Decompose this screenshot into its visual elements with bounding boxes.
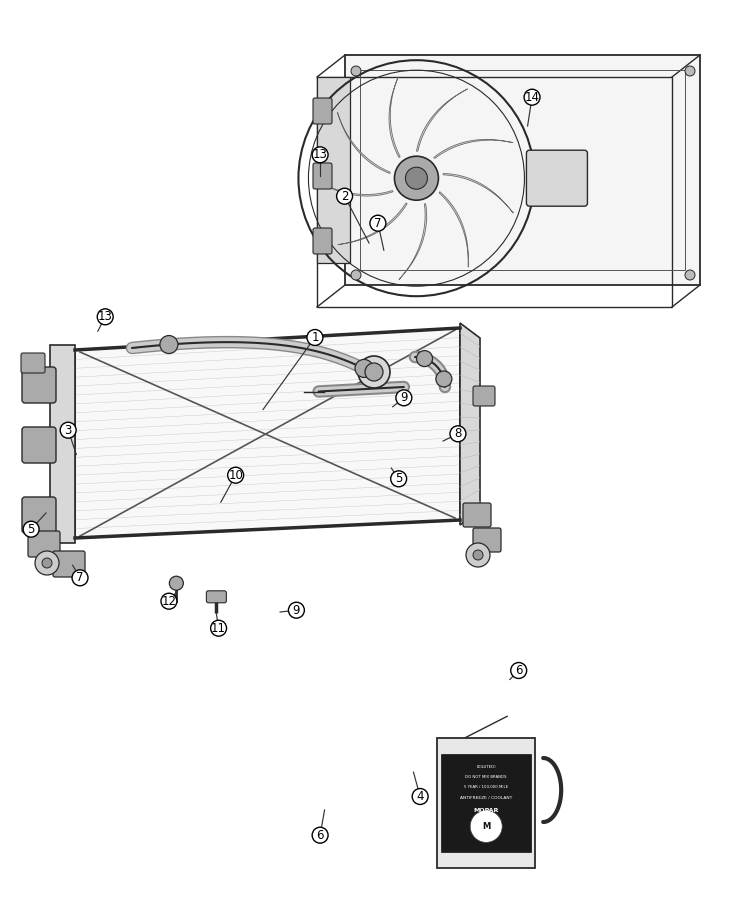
Circle shape bbox=[42, 558, 52, 568]
Polygon shape bbox=[337, 112, 390, 174]
Polygon shape bbox=[433, 140, 513, 158]
Text: 13: 13 bbox=[98, 310, 113, 323]
Text: 3: 3 bbox=[64, 424, 72, 436]
Circle shape bbox=[685, 66, 695, 76]
Circle shape bbox=[312, 827, 328, 843]
FancyBboxPatch shape bbox=[473, 528, 501, 552]
Circle shape bbox=[473, 550, 483, 560]
Text: MOPAR: MOPAR bbox=[473, 808, 499, 814]
Circle shape bbox=[394, 157, 439, 200]
FancyBboxPatch shape bbox=[28, 531, 60, 557]
Circle shape bbox=[471, 810, 502, 842]
Polygon shape bbox=[460, 323, 480, 525]
FancyBboxPatch shape bbox=[22, 497, 56, 533]
Circle shape bbox=[391, 471, 407, 487]
FancyBboxPatch shape bbox=[463, 503, 491, 527]
Text: 12: 12 bbox=[162, 595, 176, 608]
Circle shape bbox=[35, 551, 59, 575]
Text: DO NOT MIX BRANDS: DO NOT MIX BRANDS bbox=[465, 775, 507, 779]
Circle shape bbox=[511, 662, 527, 679]
FancyBboxPatch shape bbox=[21, 353, 45, 373]
Circle shape bbox=[396, 390, 412, 406]
Circle shape bbox=[351, 270, 361, 280]
Circle shape bbox=[450, 426, 466, 442]
Circle shape bbox=[312, 147, 328, 163]
Circle shape bbox=[336, 188, 353, 204]
Text: 1: 1 bbox=[311, 331, 319, 344]
Polygon shape bbox=[439, 192, 468, 267]
Polygon shape bbox=[416, 89, 468, 151]
Circle shape bbox=[436, 371, 452, 387]
Text: 7: 7 bbox=[76, 572, 84, 584]
Circle shape bbox=[466, 543, 490, 567]
Circle shape bbox=[97, 309, 113, 325]
Circle shape bbox=[307, 329, 323, 346]
Circle shape bbox=[358, 356, 390, 388]
Circle shape bbox=[685, 270, 695, 280]
Circle shape bbox=[365, 363, 383, 381]
Polygon shape bbox=[389, 76, 400, 158]
Polygon shape bbox=[441, 753, 531, 852]
Text: 5: 5 bbox=[27, 523, 35, 536]
Text: 10: 10 bbox=[228, 469, 243, 482]
Polygon shape bbox=[50, 345, 75, 543]
Circle shape bbox=[170, 576, 183, 590]
Circle shape bbox=[288, 602, 305, 618]
Polygon shape bbox=[345, 55, 700, 285]
FancyBboxPatch shape bbox=[53, 551, 85, 577]
Circle shape bbox=[351, 66, 361, 76]
Text: 2: 2 bbox=[341, 190, 348, 203]
Circle shape bbox=[161, 593, 177, 609]
Circle shape bbox=[405, 167, 428, 189]
Text: 6: 6 bbox=[515, 664, 522, 677]
Text: 4: 4 bbox=[416, 790, 424, 803]
Text: 9: 9 bbox=[400, 392, 408, 404]
Text: 9: 9 bbox=[293, 604, 300, 617]
Polygon shape bbox=[443, 174, 514, 213]
FancyBboxPatch shape bbox=[313, 228, 332, 254]
Circle shape bbox=[160, 336, 178, 354]
Text: 13: 13 bbox=[313, 148, 328, 161]
Text: 14: 14 bbox=[525, 91, 539, 104]
FancyBboxPatch shape bbox=[207, 590, 226, 603]
Polygon shape bbox=[338, 203, 408, 245]
Text: 6: 6 bbox=[316, 829, 324, 842]
Circle shape bbox=[72, 570, 88, 586]
Circle shape bbox=[370, 215, 386, 231]
Text: M: M bbox=[482, 822, 491, 831]
Circle shape bbox=[416, 351, 433, 366]
Text: 5: 5 bbox=[395, 472, 402, 485]
Circle shape bbox=[524, 89, 540, 105]
Text: ANTIFREEZE / COOLANT: ANTIFREEZE / COOLANT bbox=[460, 796, 512, 800]
Text: 7: 7 bbox=[374, 217, 382, 230]
FancyBboxPatch shape bbox=[526, 150, 588, 206]
Polygon shape bbox=[75, 328, 460, 538]
Circle shape bbox=[412, 788, 428, 805]
Polygon shape bbox=[317, 77, 350, 263]
Text: (DILUTED): (DILUTED) bbox=[476, 765, 496, 769]
FancyBboxPatch shape bbox=[473, 386, 495, 406]
Polygon shape bbox=[313, 178, 393, 196]
Circle shape bbox=[355, 359, 373, 377]
FancyBboxPatch shape bbox=[22, 367, 56, 403]
Circle shape bbox=[23, 521, 39, 537]
FancyBboxPatch shape bbox=[22, 427, 56, 463]
FancyBboxPatch shape bbox=[313, 163, 332, 189]
Circle shape bbox=[227, 467, 244, 483]
Text: 8: 8 bbox=[454, 428, 462, 440]
Circle shape bbox=[210, 620, 227, 636]
Polygon shape bbox=[399, 203, 427, 280]
Polygon shape bbox=[465, 716, 508, 738]
Polygon shape bbox=[437, 738, 535, 868]
FancyBboxPatch shape bbox=[313, 98, 332, 124]
Text: 5 YEAR / 100,000 MILE: 5 YEAR / 100,000 MILE bbox=[464, 786, 508, 789]
Text: 11: 11 bbox=[211, 622, 226, 634]
Circle shape bbox=[60, 422, 76, 438]
